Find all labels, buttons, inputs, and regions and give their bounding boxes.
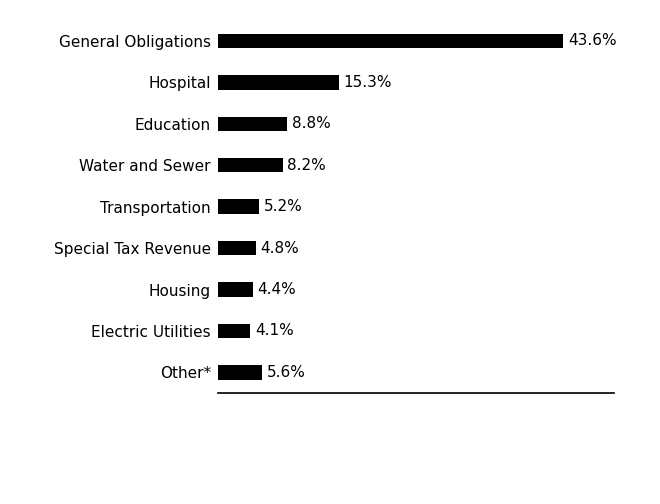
Text: 43.6%: 43.6% (568, 33, 616, 48)
Text: 8.8%: 8.8% (292, 116, 331, 131)
Text: 5.2%: 5.2% (264, 199, 302, 214)
Bar (218, 324, 250, 338)
Bar (218, 158, 282, 172)
Bar (218, 34, 563, 48)
Text: 4.8%: 4.8% (261, 240, 300, 256)
Text: 15.3%: 15.3% (344, 75, 392, 90)
Text: 4.4%: 4.4% (257, 282, 296, 297)
Bar (218, 75, 339, 90)
Text: 4.1%: 4.1% (255, 324, 294, 339)
Bar (218, 116, 288, 131)
Bar (218, 241, 256, 256)
Bar (218, 200, 259, 214)
Bar (218, 282, 253, 297)
Text: 8.2%: 8.2% (288, 158, 326, 173)
Bar (218, 365, 262, 380)
Text: 5.6%: 5.6% (267, 365, 306, 380)
